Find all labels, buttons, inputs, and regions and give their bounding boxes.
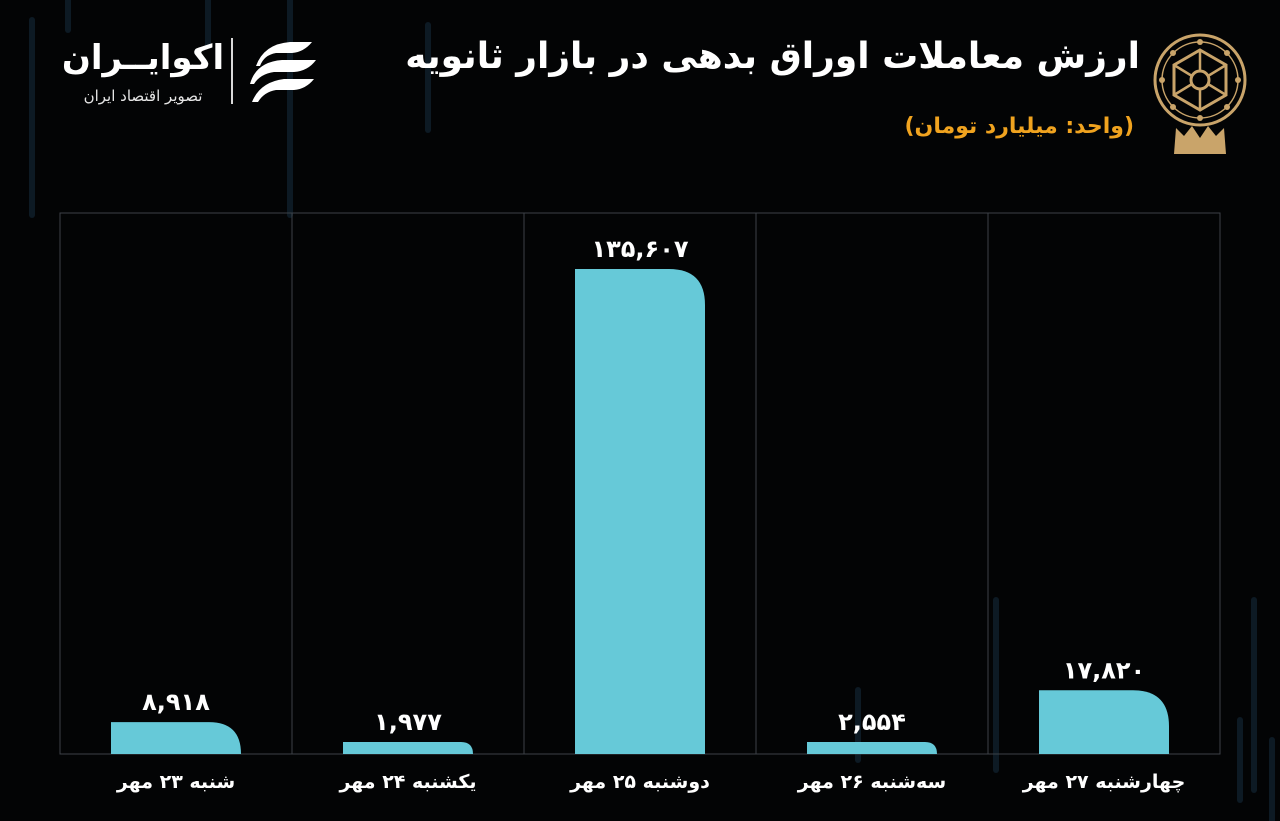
- data-label: ۱,۹۷۷: [374, 708, 442, 736]
- category-label: شنبه ۲۳ مهر: [116, 771, 235, 793]
- data-label: ۸,۹۱۸: [142, 688, 210, 716]
- bar: [575, 269, 705, 754]
- brand-divider: [231, 38, 233, 104]
- stock-exchange-emblem-icon: [1153, 33, 1247, 154]
- category-label: چهارشنبه ۲۷ مهر: [1022, 771, 1186, 793]
- bar: [807, 742, 937, 754]
- brand-tagline: تصویر اقتصاد ایران: [83, 87, 203, 105]
- data-label: ۲,۵۵۴: [838, 708, 906, 736]
- data-label: ۱۳۵,۶۰۷: [591, 235, 688, 263]
- bar: [1039, 690, 1169, 754]
- brand-name: اکوایــران: [61, 38, 225, 78]
- ecoiran-logo-icon: [250, 42, 316, 102]
- bar: [111, 722, 241, 754]
- category-label: دوشنبه ۲۵ مهر: [569, 771, 710, 793]
- chart-title: ارزش معاملات اوراق بدهی در بازار ثانویه: [405, 36, 1140, 77]
- category-label: یکشنبه ۲۴ مهر: [338, 771, 476, 793]
- data-label: ۱۷,۸۲۰: [1063, 656, 1145, 684]
- category-label: سه‌شنبه ۲۶ مهر: [797, 771, 947, 793]
- chart-subtitle: (واحد: میلیارد تومان): [904, 114, 1135, 139]
- bar: [343, 742, 473, 754]
